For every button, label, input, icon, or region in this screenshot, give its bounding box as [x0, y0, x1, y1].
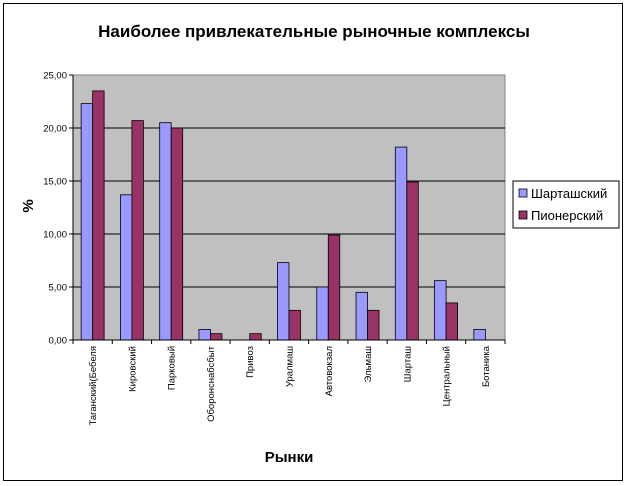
legend-label-1: Шарташский: [531, 186, 607, 201]
bar-2-9: [406, 181, 419, 341]
bar-1-11: [473, 328, 486, 341]
x-tick-label: Эльмаш: [363, 346, 374, 382]
x-tick-label: Ботаника: [481, 345, 492, 387]
x-tick-label: Уралмаш: [285, 346, 296, 387]
y-tick-label: 25,00: [43, 71, 67, 82]
legend-swatch-1: [518, 188, 528, 198]
bar-2-7: [327, 234, 341, 341]
x-tick-label: Центральный: [442, 346, 453, 406]
y-axis-label: %: [20, 199, 37, 212]
bar-2-3: [170, 127, 184, 341]
bar-1-4: [198, 328, 211, 341]
bar-2-4: [210, 333, 223, 341]
bar-2-10: [445, 302, 458, 341]
x-tick-label: Таганский(Бебеля: [88, 346, 99, 426]
x-tick-label: Кировский: [127, 346, 138, 392]
bar-1-8: [355, 291, 368, 341]
y-tick-label: 15,00: [43, 177, 67, 188]
x-tick-label: Оборонснабсбыт: [206, 345, 217, 422]
y-tick-label: 5,00: [49, 283, 68, 294]
bar-1-1: [80, 103, 94, 341]
y-tick-label: 0,00: [49, 336, 68, 347]
bar-2-1: [92, 90, 105, 341]
bar-1-7: [316, 286, 329, 341]
bar-2-8: [367, 309, 380, 341]
bar-1-6: [277, 262, 290, 341]
bar-1-10: [434, 280, 447, 341]
legend: Шарташский Пионерский: [512, 180, 620, 229]
legend-box: [512, 180, 620, 229]
bar-1-3: [159, 122, 172, 341]
bar-2-6: [288, 309, 301, 341]
x-tick-label: Парковый: [167, 346, 178, 390]
chart-title: Наиболее привлекательные рыночные компле…: [98, 22, 530, 41]
x-tick-label: Шарташ: [402, 346, 413, 382]
bar-1-9: [394, 146, 408, 341]
legend-swatch-2: [518, 210, 528, 220]
bar-2-5: [249, 333, 262, 341]
x-axis-label: Рынки: [265, 449, 314, 466]
bar-2-2: [131, 120, 144, 341]
x-tick-label: Автовокзал: [324, 346, 335, 396]
x-tick-label: Привоз: [245, 346, 256, 378]
legend-label-2: Пионерский: [531, 208, 603, 223]
bar-1-2: [120, 194, 133, 341]
y-tick-label: 20,00: [43, 124, 67, 135]
y-tick-label: 10,00: [43, 230, 67, 241]
